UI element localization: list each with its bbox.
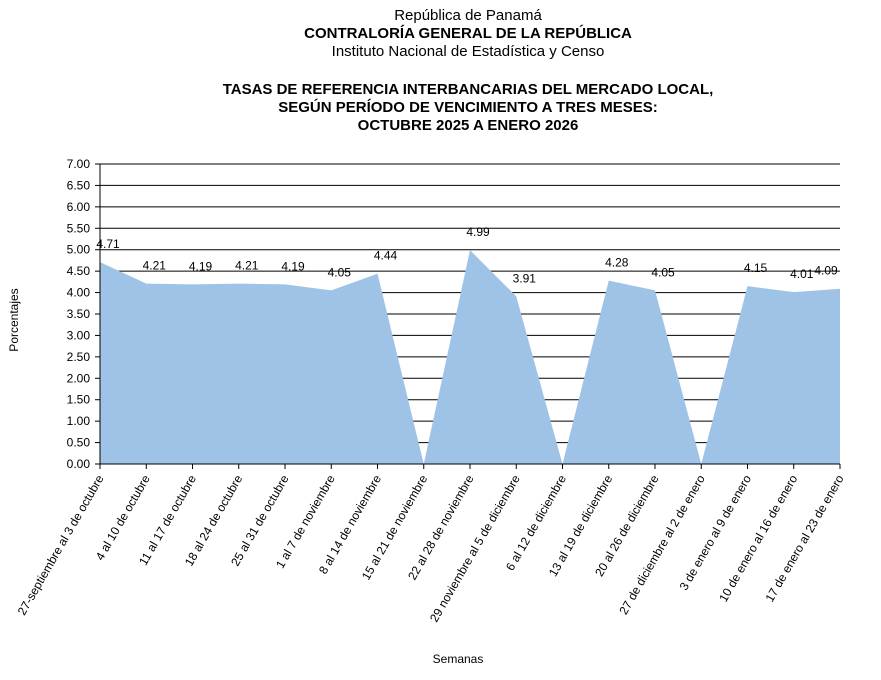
- y-tick-label: 4.50: [67, 264, 91, 278]
- header-line: República de Panamá: [394, 7, 542, 24]
- header-line: Instituto Nacional de Estadística y Cens…: [332, 43, 605, 60]
- y-tick-label: 5.50: [67, 221, 91, 235]
- data-label: 4.15: [744, 261, 768, 275]
- data-label: 4.05: [328, 265, 352, 279]
- y-tick-label: 2.00: [67, 371, 91, 385]
- data-label: 4.21: [143, 259, 167, 273]
- header-line: CONTRALORÍA GENERAL DE LA REPÚBLICA: [304, 24, 632, 42]
- data-label: 4.21: [235, 259, 259, 273]
- x-tick-label: 29 noviembre al 5 de diciembre: [427, 472, 523, 624]
- area: [100, 250, 840, 464]
- data-label: 4.09: [814, 264, 838, 278]
- data-label: 4.44: [374, 249, 398, 263]
- data-label: 4.01: [790, 267, 814, 281]
- y-tick-label: 3.50: [67, 307, 91, 321]
- y-tick-label: 1.00: [67, 414, 91, 428]
- data-label: 4.99: [466, 225, 490, 239]
- data-label: 4.05: [651, 265, 675, 279]
- y-tick-label: 3.00: [67, 328, 91, 342]
- y-tick-label: 6.00: [67, 200, 91, 214]
- chart-title: OCTUBRE 2025 A ENERO 2026: [358, 117, 579, 134]
- chart-title: SEGÚN PERÍODO DE VENCIMIENTO A TRES MESE…: [278, 98, 658, 116]
- data-label: 4.71: [96, 237, 120, 251]
- x-tick-label: 17 de enero al 23 de enero: [762, 472, 846, 604]
- y-tick-label: 0.50: [67, 436, 91, 450]
- y-tick-label: 0.00: [67, 457, 91, 471]
- y-tick-label: 7.00: [67, 157, 91, 171]
- y-tick-label: 4.00: [67, 286, 91, 300]
- x-tick-label: 27 de diciembre al 2 de enero: [616, 472, 708, 617]
- data-label: 4.19: [281, 259, 305, 273]
- y-tick-label: 5.00: [67, 243, 91, 257]
- y-tick-label: 2.50: [67, 350, 91, 364]
- y-tick-label: 6.50: [67, 178, 91, 192]
- data-label: 4.28: [605, 256, 629, 270]
- chart-title: TASAS DE REFERENCIA INTERBANCARIAS DEL M…: [223, 81, 714, 98]
- x-tick-label: 10 de enero al 16 de enero: [716, 472, 800, 604]
- data-label: 3.91: [513, 271, 537, 285]
- x-axis-label: Semanas: [433, 652, 484, 666]
- y-tick-label: 1.50: [67, 393, 91, 407]
- y-axis-label: Porcentajes: [7, 288, 21, 351]
- data-label: 4.19: [189, 259, 213, 273]
- x-tick-label: 27-septiembre al 3 de octubre: [15, 472, 107, 617]
